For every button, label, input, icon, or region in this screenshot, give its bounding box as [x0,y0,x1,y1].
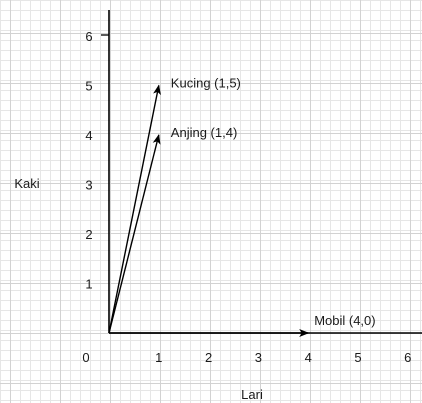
x-tick-labels: 1 2 3 4 5 6 [155,350,411,365]
x-tick-label: 6 [404,350,411,365]
x-tick-label: 3 [255,350,262,365]
y-tick-label: 6 [85,29,92,44]
vector-label: Kucing (1,5) [171,76,241,91]
x-tick-label: 2 [205,350,212,365]
y-tick-label: 3 [85,178,92,193]
origin-label: 0 [82,350,89,365]
y-tick-labels: 1 2 3 4 5 6 [85,29,92,292]
y-tick-label: 2 [85,227,92,242]
x-tick-label: 5 [354,350,361,365]
vector-series [108,84,310,337]
vector-labels: Kucing (1,5) Anjing (1,4) Mobil (4,0) [171,76,376,329]
x-tick-label: 1 [155,350,162,365]
vector-label: Anjing (1,4) [171,125,237,140]
vector-label: Mobil (4,0) [314,313,375,328]
y-tick-label: 5 [85,79,92,94]
vector-arrow [108,84,161,334]
y-tick-label: 4 [85,128,92,143]
y-axis-label: Kaki [14,176,39,191]
vector-arrow [108,134,161,334]
y-tick-label: 1 [85,277,92,292]
x-tick-label: 4 [305,350,312,365]
x-axis-label: Lari [241,387,263,402]
